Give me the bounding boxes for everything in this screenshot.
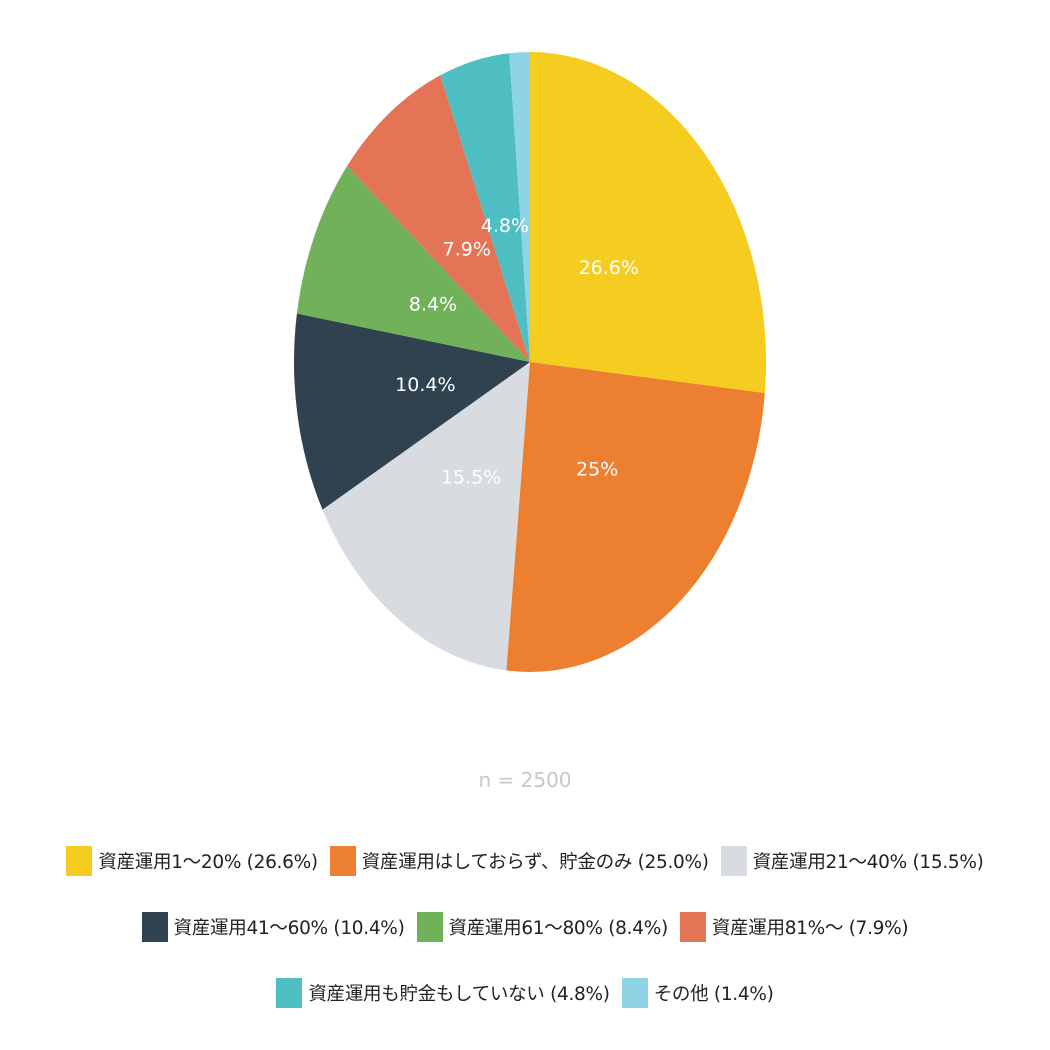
legend-row: 資産運用1～20% (26.6%) 資産運用はしておらず、貯金のみ (25.0%… xyxy=(0,842,1050,880)
legend: 資産運用1～20% (26.6%) 資産運用はしておらず、貯金のみ (25.0%… xyxy=(0,842,1050,1040)
legend-label: 資産運用1～20% (26.6%) xyxy=(98,852,318,873)
legend-label: 資産運用61～80% (8.4%) xyxy=(448,918,669,939)
legend-item: 資産運用も貯金もしていない (4.8%) xyxy=(276,978,610,1008)
legend-item: 資産運用はしておらず、貯金のみ (25.0%) xyxy=(329,846,709,876)
slice-data-label: 25% xyxy=(576,459,618,481)
slice-data-label: 7.9% xyxy=(443,238,491,260)
legend-row: 資産運用も貯金もしていない (4.8%) その他 (1.4%) xyxy=(0,974,1050,1012)
legend-label: 資産運用も貯金もしていない (4.8%) xyxy=(308,984,610,1005)
legend-row: 資産運用41～60% (10.4%) 資産運用61～80% (8.4%) 資産運… xyxy=(0,908,1050,946)
legend-swatch xyxy=(66,846,93,876)
legend-label: その他 (1.4%) xyxy=(653,984,774,1005)
legend-swatch xyxy=(141,912,168,942)
legend-item: 資産運用81%～ (7.9%) xyxy=(679,912,909,942)
pie-slice xyxy=(296,165,530,362)
pie-slice xyxy=(509,52,530,362)
pie-slice xyxy=(347,75,530,362)
slice-data-label: 8.4% xyxy=(409,293,457,315)
pie-slice xyxy=(294,313,530,510)
pie-data-labels: 26.6% 25% 15.5% 10.4% 8.4% 7.9%4.8% xyxy=(395,215,639,489)
pie-chart: 26.6% 25% 15.5% 10.4% 8.4% 7.9%4.8% xyxy=(294,52,766,672)
legend-item: 資産運用1～20% (26.6%) xyxy=(66,846,318,876)
legend-swatch xyxy=(621,978,648,1008)
legend-item: その他 (1.4%) xyxy=(621,978,774,1008)
legend-item: 資産運用41～60% (10.4%) xyxy=(141,912,405,942)
legend-swatch xyxy=(416,912,443,942)
legend-label: 資産運用41～60% (10.4%) xyxy=(173,918,405,939)
slice-data-label: 15.5% xyxy=(441,467,501,489)
pie-slice xyxy=(530,52,766,394)
legend-swatch xyxy=(329,846,356,876)
sample-size-note: n = 2500 xyxy=(478,768,572,792)
slice-data-label: 4.8% xyxy=(481,215,529,237)
legend-item: 資産運用61～80% (8.4%) xyxy=(416,912,669,942)
slice-data-label: 10.4% xyxy=(395,374,455,396)
legend-swatch xyxy=(679,912,706,942)
slice-data-label: 26.6% xyxy=(579,257,639,279)
legend-label: 資産運用81%～ (7.9%) xyxy=(711,918,909,939)
pie-slice xyxy=(322,362,530,671)
legend-swatch xyxy=(720,846,747,876)
pie-slice xyxy=(506,362,765,672)
legend-swatch xyxy=(276,978,303,1008)
legend-label: 資産運用はしておらず、貯金のみ (25.0%) xyxy=(361,852,709,873)
pie-slices xyxy=(294,52,766,672)
legend-item: 資産運用21～40% (15.5%) xyxy=(720,846,984,876)
pie-slice xyxy=(440,53,530,363)
legend-label: 資産運用21～40% (15.5%) xyxy=(752,852,984,873)
